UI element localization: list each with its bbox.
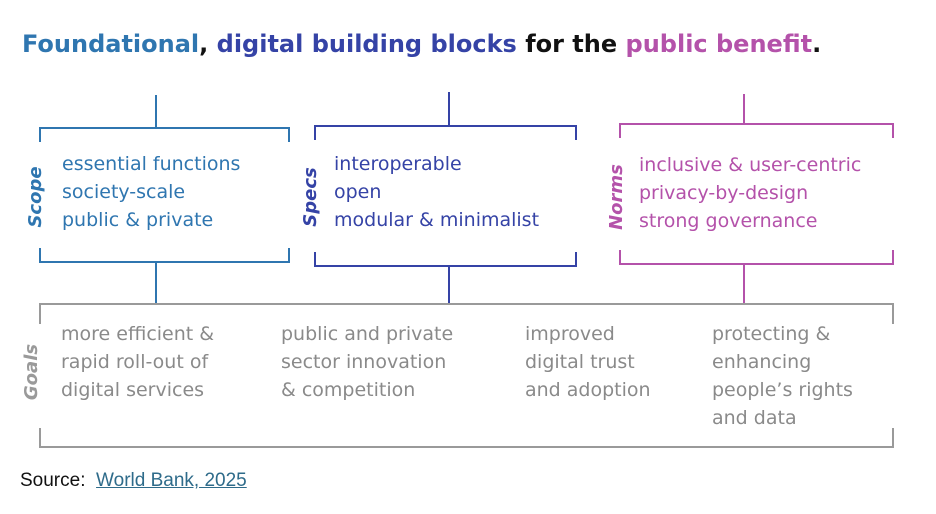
specs-item: open <box>334 181 382 203</box>
goal-trust: improved digital trust and adoption <box>525 320 651 404</box>
scope-label: Scope <box>25 166 46 228</box>
goal-line: rapid roll-out of <box>61 351 209 373</box>
goal-rights: protecting & enhancing people’s rights a… <box>712 320 853 432</box>
goal-innovation: public and private sector innovation & c… <box>281 320 453 404</box>
goal-efficiency: more efficient & rapid roll-out of digit… <box>61 320 214 404</box>
title-foundational: Foundational <box>22 30 200 58</box>
norms-bracket <box>619 94 894 304</box>
specs-item: modular & minimalist <box>334 209 540 231</box>
diagram-title: Foundational, digital building blocks fo… <box>22 30 821 58</box>
goal-line: improved <box>525 323 615 345</box>
goal-line: enhancing <box>712 351 812 373</box>
norms-items: inclusive & user-centric privacy-by-desi… <box>639 151 861 235</box>
scope-item: society-scale <box>62 181 186 203</box>
goal-line: and adoption <box>525 379 651 401</box>
scope-items: essential functions society-scale public… <box>62 150 240 234</box>
scope-item: public & private <box>62 209 214 231</box>
goal-line: & competition <box>281 379 416 401</box>
goal-line: people’s rights <box>712 379 853 401</box>
specs-label: Specs <box>300 167 321 227</box>
source-link[interactable]: World Bank, 2025 <box>96 470 247 491</box>
title-public-benefit: public benefit <box>625 30 813 58</box>
goals-label: Goals <box>21 343 42 401</box>
source-line: Source: World Bank, 2025 <box>20 470 247 492</box>
title-for-the: for the <box>525 30 618 58</box>
title-comma: , <box>199 30 209 58</box>
norms-label: Norms <box>606 164 627 230</box>
norms-item: privacy-by-design <box>639 182 809 204</box>
goals-bracket <box>39 303 894 448</box>
goal-line: protecting & <box>712 323 831 345</box>
specs-item: interoperable <box>334 153 462 175</box>
title-building-blocks: digital building blocks <box>216 30 517 58</box>
goal-line: sector innovation <box>281 351 447 373</box>
goal-line: digital trust <box>525 351 635 373</box>
specs-items: interoperable open modular & minimalist <box>334 150 539 234</box>
goal-line: digital services <box>61 379 205 401</box>
scope-item: essential functions <box>62 153 241 175</box>
specs-bracket <box>314 92 577 304</box>
goal-line: more efficient & <box>61 323 215 345</box>
source-label: Source: <box>20 470 86 491</box>
title-period: . <box>812 30 822 58</box>
goal-line: and data <box>712 407 797 429</box>
norms-item: strong governance <box>639 210 818 232</box>
goal-line: public and private <box>281 323 454 345</box>
scope-bracket <box>39 95 290 304</box>
norms-item: inclusive & user-centric <box>639 154 862 176</box>
